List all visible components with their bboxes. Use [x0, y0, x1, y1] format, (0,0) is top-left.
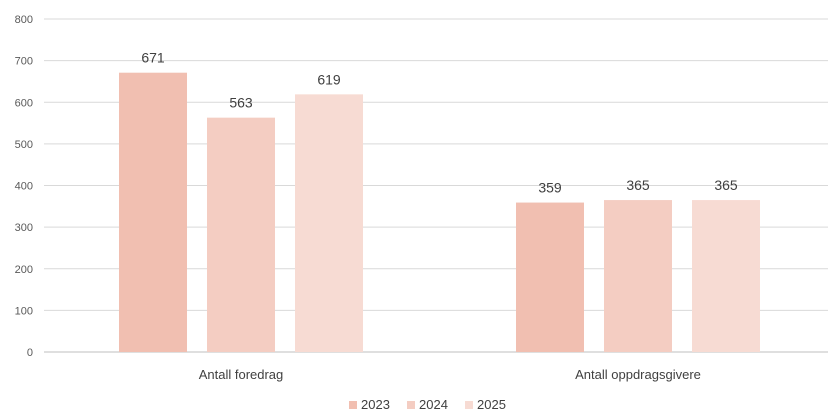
- data-label-2023-1: 359: [538, 180, 562, 196]
- category-label-1: Antall oppdragsgivere: [575, 367, 701, 382]
- data-label-2024-1: 365: [626, 177, 650, 193]
- bar-2025-1: [692, 200, 760, 352]
- bar-2023-0: [119, 72, 187, 352]
- bar-2023-1: [516, 202, 584, 352]
- data-labels: 671 563 619 359 365 365: [141, 50, 738, 196]
- bar-2025-0: [295, 94, 363, 352]
- data-label-2025-1: 365: [714, 177, 738, 193]
- legend: 2023 2024 2025: [349, 397, 506, 412]
- legend-swatch-2025: [465, 401, 473, 409]
- legend-label-2024: 2024: [419, 397, 448, 412]
- bar-2024-0: [207, 117, 275, 353]
- bar-2024-1: [604, 200, 672, 352]
- legend-label-2023: 2023: [361, 397, 390, 412]
- data-label-2024-0: 563: [229, 95, 253, 111]
- y-tick-label-600: 600: [15, 97, 33, 109]
- y-tick-label-500: 500: [15, 139, 33, 151]
- category-label-0: Antall foredrag: [199, 367, 284, 382]
- y-axis-ticks: 0 100 200 300 400 500 600 700 800: [15, 14, 33, 359]
- y-tick-label-0: 0: [27, 347, 33, 359]
- y-tick-label-700: 700: [15, 56, 33, 68]
- y-tick-label-400: 400: [15, 181, 33, 193]
- x-axis-categories: Antall foredrag Antall oppdragsgivere: [199, 367, 701, 382]
- y-tick-label-100: 100: [15, 305, 33, 317]
- data-label-2025-0: 619: [317, 71, 341, 87]
- legend-swatch-2023: [349, 401, 357, 409]
- legend-label-2025: 2025: [477, 397, 506, 412]
- bars: [119, 72, 760, 353]
- legend-swatch-2024: [407, 401, 415, 409]
- y-tick-label-300: 300: [15, 222, 33, 234]
- y-tick-label-200: 200: [15, 264, 33, 276]
- data-label-2023-0: 671: [141, 50, 165, 66]
- y-tick-label-800: 800: [15, 14, 33, 26]
